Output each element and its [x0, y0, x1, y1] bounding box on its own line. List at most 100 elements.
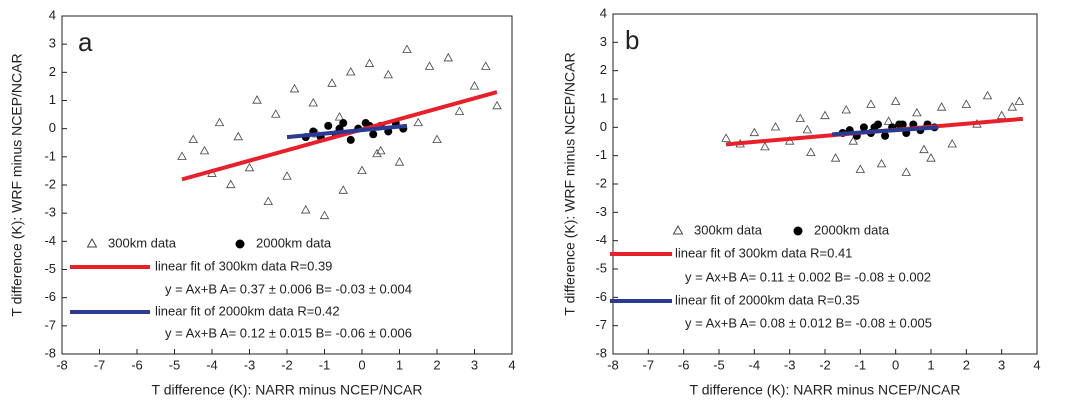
point [413, 117, 423, 127]
point [324, 121, 333, 130]
point [870, 123, 879, 132]
point [760, 141, 770, 151]
y-tick-label: -8 [44, 345, 56, 360]
point [855, 164, 866, 173]
y-tick-label: 0 [600, 119, 607, 134]
legend-label: linear fit of 300km data R=0.39 [155, 258, 332, 273]
panel-label: b [625, 25, 639, 55]
x-tick-label: 3 [471, 357, 478, 372]
point [770, 122, 781, 131]
y-axis-title: T difference (K): WRF minus NCEP/NCAR [562, 52, 578, 315]
panel-label: a [78, 27, 93, 57]
x-tick-label: 2 [433, 357, 440, 372]
y-tick-label: 0 [49, 120, 56, 135]
y-tick-label: 1 [600, 90, 607, 105]
x-tick-label: -4 [206, 357, 218, 372]
point [876, 158, 887, 168]
point [338, 185, 348, 194]
y-tick-label: -4 [44, 233, 56, 248]
point [749, 127, 760, 137]
point [346, 67, 356, 76]
point [364, 58, 375, 67]
x-tick-label: -8 [56, 357, 68, 372]
y-tick-label: -2 [44, 176, 56, 191]
x-tick-label: 0 [358, 357, 365, 372]
point [443, 52, 453, 62]
x-tick-label: -3 [244, 357, 256, 372]
point [226, 179, 236, 189]
y-tick-label: 2 [49, 64, 56, 79]
legend-swatch [672, 224, 684, 235]
x-tick-label: 4 [508, 357, 515, 372]
point [454, 106, 465, 115]
y-tick-label: -5 [44, 261, 56, 276]
x-tick-label: -1 [855, 357, 867, 372]
point [301, 205, 311, 214]
x-tick-label: 3 [998, 357, 1005, 372]
point [1014, 96, 1025, 105]
y-tick-label: -7 [44, 317, 56, 332]
y-tick-label: 3 [49, 36, 56, 51]
legend-label: 300km data [694, 222, 763, 237]
point [947, 139, 957, 148]
x-tick-label: -7 [643, 357, 655, 372]
point [901, 167, 912, 176]
point [308, 98, 318, 107]
point [289, 83, 300, 93]
point [848, 136, 859, 145]
x-tick-label: 4 [1033, 357, 1040, 372]
point [263, 196, 273, 205]
point [919, 144, 929, 154]
y-tick-label: -3 [44, 205, 56, 220]
y-tick-label: 4 [49, 7, 56, 22]
legend-label: linear fit of 2000km data R=0.42 [155, 303, 340, 318]
point [936, 102, 947, 111]
x-tick-label: -5 [713, 357, 725, 372]
legend-equation: y = Ax+B A= 0.12 ± 0.015 B= -0.06 ± 0.00… [165, 325, 412, 340]
point [820, 110, 830, 120]
point [271, 109, 281, 118]
point [481, 61, 491, 70]
point [982, 90, 993, 100]
point [244, 162, 255, 172]
legend-label: 300km data [108, 235, 177, 250]
point [806, 147, 816, 156]
x-tick-label: 1 [396, 357, 403, 372]
legend-label: linear fit of 2000km data R=0.35 [675, 292, 860, 307]
legend-label: 2000km data [814, 222, 890, 237]
point [866, 99, 876, 108]
x-axis-title: T difference (K): NARR minus NCEP/NCAR [690, 382, 961, 398]
x-tick-label: -6 [131, 357, 143, 372]
x-tick-label: -2 [819, 357, 831, 372]
point [369, 130, 378, 139]
x-tick-label: 1 [927, 357, 934, 372]
legend-swatch [793, 226, 803, 236]
legend-swatch [235, 239, 245, 249]
fit-line [286, 123, 408, 140]
x-tick-label: -4 [749, 357, 761, 372]
point [177, 151, 187, 160]
point [469, 81, 480, 90]
point [188, 134, 198, 144]
point [996, 110, 1007, 120]
y-tick-label: -1 [44, 148, 56, 163]
point [402, 44, 412, 53]
point [961, 99, 972, 108]
point [282, 171, 292, 180]
legend-label: linear fit of 300km data R=0.41 [675, 245, 852, 260]
point [830, 153, 841, 162]
x-axis-title: T difference (K): NARR minus NCEP/NCAR [152, 382, 423, 398]
y-tick-label: 2 [600, 62, 607, 77]
point [492, 100, 502, 110]
legend-equation: y = Ax+B A= 0.11 ± 0.002 B= -0.08 ± 0.00… [685, 269, 931, 284]
point [334, 112, 345, 121]
point [898, 120, 907, 129]
y-tick-label: -5 [595, 260, 607, 275]
fit-line [831, 125, 939, 137]
point [883, 116, 894, 125]
point [795, 113, 806, 122]
y-tick-label: 3 [600, 34, 607, 49]
y-tick-label: -6 [44, 289, 56, 304]
y-axis-title: T difference (K): WRF minus NCEP/NCAR [9, 53, 25, 316]
point [214, 117, 225, 127]
